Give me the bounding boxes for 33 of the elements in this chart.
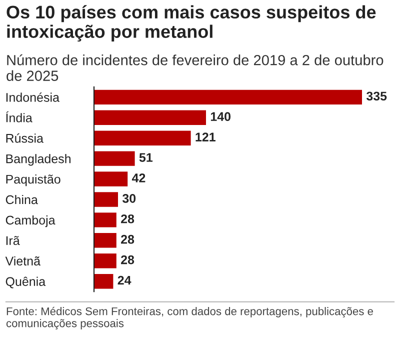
bar [94,172,128,186]
y-tick-label: Rússia [6,133,44,143]
bar [94,233,116,248]
y-tick-label: Camboja [6,215,56,228]
bar [94,274,114,289]
data-label: 30 [122,194,136,203]
data-label: 121 [196,132,216,142]
data-label: 51 [139,153,153,162]
data-label: 28 [121,255,134,264]
bar [94,212,116,228]
chart-title: Os 10 países com mais casos suspeitos de intoxicação por metanol [6,5,376,42]
bar [94,130,191,146]
y-tick-label: Indonésia [6,92,60,102]
bar [94,254,116,268]
bar [94,110,206,126]
data-label: 24 [118,276,132,285]
y-tick-label: Vietnã [5,256,40,266]
y-tick-label: Quênia [6,276,46,288]
data-label: 140 [210,112,231,121]
chart-subtitle: Número de incidentes de fevereiro de 2019 a 2 de outubro de 2025 [6,54,384,81]
data-label: 42 [132,174,146,182]
data-label: 28 [121,234,134,244]
y-tick-label: Índia [6,111,32,122]
data-label: 28 [121,214,134,224]
bar [94,192,118,207]
bar [94,90,362,105]
data-label: 335 [366,92,387,101]
y-tick-label: Bangladesh [6,154,70,166]
bar [94,151,135,166]
y-tick-label: Irã [6,236,20,246]
source-note: Fonte: Médicos Sem Fronteiras, com dados de reportagens, publicações e comunicações pessoais [6,306,373,330]
y-tick-label: China [6,194,38,204]
y-tick-label: Paquistão [6,174,60,186]
